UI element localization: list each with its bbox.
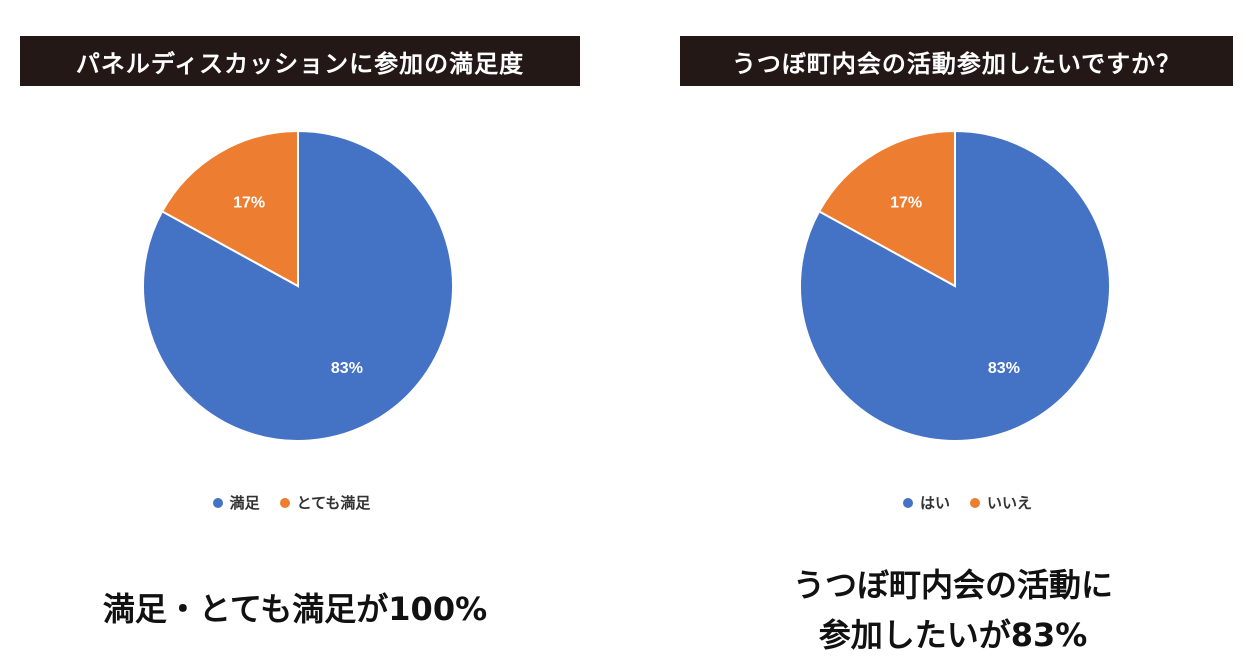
- legend-swatch-orange: [970, 497, 980, 508]
- chart-legend: はい いいえ: [656, 492, 1246, 513]
- pie-chart: 83% 17%: [142, 129, 454, 442]
- legend-item: とても満足: [279, 492, 371, 513]
- chart-panel-satisfaction: パネルディスカッションに参加の満足度 83% 17% 満足 とても満足 満足・とて…: [0, 36, 603, 628]
- pie-slice-orange: [160, 129, 299, 288]
- chart-caption: うつぼ町内会の活動に 参加したいが83%: [723, 560, 1183, 660]
- legend-swatch-blue: [902, 497, 913, 508]
- chart-panel-participation: うつぼ町内会の活動参加したいですか？ 83% 17% はい いいえ うつぼ町内会の…: [623, 0, 1246, 666]
- caption-line: うつぼ町内会の活動に: [792, 566, 1113, 604]
- pie-slice-orange: [817, 129, 956, 288]
- legend-label: はい: [919, 494, 950, 512]
- legend-item: はい: [902, 492, 950, 513]
- slice-data-label: 83%: [331, 360, 363, 377]
- slice-data-label: 17%: [890, 195, 922, 212]
- chart-caption: 満足・とても満足が100%: [102, 590, 488, 628]
- slice-data-label: 83%: [988, 360, 1020, 377]
- legend-item: 満足: [212, 492, 260, 513]
- caption-line: 参加したいが83%: [818, 616, 1088, 654]
- legend-swatch-blue: [212, 497, 223, 508]
- legend-label: いいえ: [987, 494, 1033, 512]
- chart-title: うつぼ町内会の活動参加したいですか？: [680, 36, 1233, 86]
- legend-label: 満足: [229, 494, 260, 512]
- chart-title: パネルディスカッションに参加の満足度: [20, 36, 580, 86]
- slice-data-label: 17%: [233, 195, 265, 212]
- legend-label: とても満足: [296, 494, 371, 512]
- legend-item: いいえ: [970, 492, 1032, 513]
- legend-swatch-orange: [279, 497, 290, 508]
- chart-legend: 満足 とても満足: [0, 492, 603, 513]
- pie-chart: 83% 17%: [799, 129, 1111, 442]
